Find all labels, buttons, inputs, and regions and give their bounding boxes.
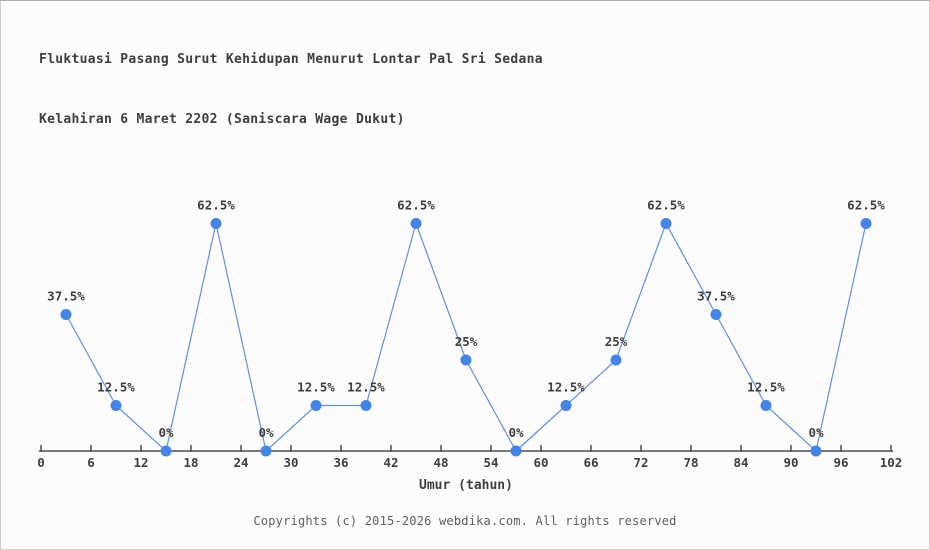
data-point-marker	[710, 309, 722, 320]
data-point-marker	[160, 445, 172, 457]
data-point-marker	[210, 218, 222, 229]
data-point-marker	[460, 354, 472, 366]
x-axis-tick-label: 96	[833, 455, 848, 470]
x-axis-tick-label: 6	[87, 455, 95, 470]
x-axis-tick-label: 36	[333, 455, 348, 470]
data-point-marker	[310, 400, 322, 411]
x-axis-tick-label: 18	[183, 455, 198, 470]
chart-title-line2: Kelahiran 6 Maret 2202 (Saniscara Wage D…	[39, 112, 405, 127]
data-point-marker	[610, 354, 622, 366]
data-point-label: 62.5%	[847, 198, 885, 213]
x-axis-tick-label: 12	[133, 455, 148, 470]
data-point-label: 12.5%	[347, 380, 385, 395]
data-point-label: 12.5%	[547, 380, 585, 395]
x-axis-tick-label: 72	[633, 455, 648, 470]
data-point-label: 62.5%	[647, 198, 685, 213]
x-axis-tick-label: 42	[383, 455, 398, 470]
data-point-label: 0%	[258, 425, 274, 440]
x-axis-tick-label: 54	[483, 455, 498, 470]
x-axis-tick-label: 30	[283, 455, 298, 470]
data-point-label: 12.5%	[747, 380, 785, 395]
data-point-marker	[110, 400, 122, 411]
data-point-label: 0%	[508, 425, 524, 440]
data-point-label: 12.5%	[297, 380, 335, 395]
chart-title: Fluktuasi Pasang Surut Kehidupan Menurut…	[39, 10, 543, 170]
x-axis-title: Umur (tahun)	[419, 478, 513, 493]
x-axis-tick-label: 78	[683, 455, 698, 470]
x-axis-tick-label: 90	[783, 455, 798, 470]
x-axis-tick-label: 24	[233, 455, 248, 470]
x-axis-tick-label: 48	[433, 455, 448, 470]
data-point-label: 25%	[455, 334, 478, 349]
data-point-label: 62.5%	[397, 198, 435, 213]
data-point-label: 0%	[158, 425, 174, 440]
data-point-label: 12.5%	[97, 380, 135, 395]
data-point-marker	[810, 445, 822, 457]
data-point-label: 62.5%	[197, 198, 235, 213]
data-point-marker	[560, 400, 572, 411]
data-point-marker	[660, 218, 672, 229]
data-point-marker	[860, 218, 872, 229]
chart-title-line1: Fluktuasi Pasang Surut Kehidupan Menurut…	[39, 52, 543, 67]
x-axis-tick-label: 102	[880, 455, 903, 470]
data-point-marker	[60, 309, 72, 320]
x-axis-tick-label: 0	[37, 455, 45, 470]
data-point-marker	[260, 445, 272, 457]
data-point-label: 0%	[808, 425, 824, 440]
x-axis-tick-label: 66	[583, 455, 598, 470]
x-axis-tick-label: 60	[533, 455, 548, 470]
data-point-label: 37.5%	[697, 289, 735, 304]
line-chart: 0 6 12 18 24 30 36 42 48 54 60 66 72 78 84 90 96 102 Umur …	[37, 198, 903, 494]
data-point-marker	[510, 445, 522, 457]
data-point-marker	[360, 400, 372, 411]
data-point-label: 25%	[605, 334, 628, 349]
data-point-marker	[410, 218, 422, 229]
copyright-text: Copyrights (c) 2015-2026 webdika.com. Al…	[253, 514, 677, 528]
x-axis-tick-label: 84	[733, 455, 748, 470]
data-point-marker	[760, 400, 772, 411]
data-point-label: 37.5%	[47, 289, 85, 304]
